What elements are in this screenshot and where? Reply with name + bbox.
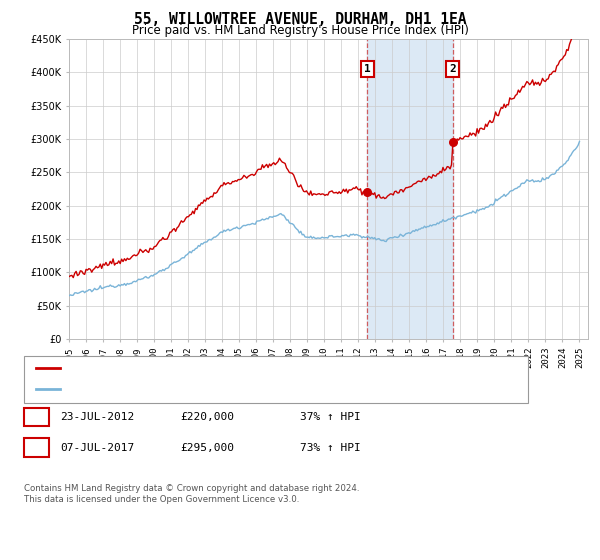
Text: 2: 2 (449, 64, 456, 74)
Text: 73% ↑ HPI: 73% ↑ HPI (300, 443, 361, 453)
Text: 1: 1 (33, 412, 40, 422)
Text: HPI: Average price, detached house, County Durham: HPI: Average price, detached house, Coun… (66, 384, 372, 394)
Text: Contains HM Land Registry data © Crown copyright and database right 2024.
This d: Contains HM Land Registry data © Crown c… (24, 484, 359, 504)
Text: Price paid vs. HM Land Registry's House Price Index (HPI): Price paid vs. HM Land Registry's House … (131, 24, 469, 36)
Text: £295,000: £295,000 (180, 443, 234, 453)
Text: 23-JUL-2012: 23-JUL-2012 (60, 412, 134, 422)
Text: 07-JUL-2017: 07-JUL-2017 (60, 443, 134, 453)
Text: £220,000: £220,000 (180, 412, 234, 422)
Point (362, 188, 372, 197)
Text: 55, WILLOWTREE AVENUE, DURHAM, DH1 1EA: 55, WILLOWTREE AVENUE, DURHAM, DH1 1EA (134, 12, 466, 27)
Text: 55, WILLOWTREE AVENUE, DURHAM, DH1 1EA (detached house): 55, WILLOWTREE AVENUE, DURHAM, DH1 1EA (… (66, 363, 410, 373)
Bar (367, 39, 452, 339)
Text: 2: 2 (33, 443, 40, 453)
Point (448, 138, 457, 147)
Text: 1: 1 (364, 64, 371, 74)
Text: 37% ↑ HPI: 37% ↑ HPI (300, 412, 361, 422)
